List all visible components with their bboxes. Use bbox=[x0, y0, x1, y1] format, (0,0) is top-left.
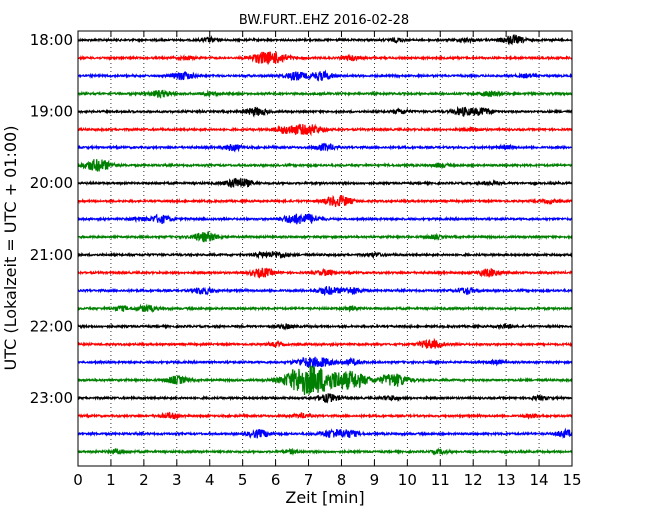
trace-row-9 bbox=[77, 194, 573, 208]
trace-row-4 bbox=[77, 105, 573, 118]
y-tick-label: 21:00 bbox=[30, 246, 73, 264]
x-tick-label: 10 bbox=[398, 471, 417, 489]
x-tick-label: 6 bbox=[271, 471, 281, 489]
chart-title: BW.FURT..EHZ 2016-02-28 bbox=[239, 13, 409, 28]
y-tick-label: 19:00 bbox=[30, 103, 73, 121]
x-tick-label: 15 bbox=[562, 471, 581, 489]
trace-row-21 bbox=[77, 411, 573, 420]
trace-row-22 bbox=[77, 427, 573, 440]
trace-row-15 bbox=[77, 303, 573, 313]
trace-row-13 bbox=[77, 267, 573, 279]
trace-row-2 bbox=[77, 69, 573, 82]
trace-row-3 bbox=[77, 89, 573, 99]
trace-row-11 bbox=[77, 230, 573, 243]
y-tick-label: 20:00 bbox=[30, 174, 73, 192]
y-tick-label: 23:00 bbox=[30, 389, 73, 407]
trace-row-19 bbox=[77, 365, 573, 396]
x-tick-label: 12 bbox=[464, 471, 483, 489]
trace-row-18 bbox=[77, 356, 573, 369]
trace-row-5 bbox=[77, 123, 573, 137]
x-tick-label: 3 bbox=[172, 471, 182, 489]
trace-row-16 bbox=[77, 322, 573, 331]
trace-row-10 bbox=[77, 213, 573, 225]
trace-row-8 bbox=[77, 177, 573, 188]
y-tick-label: 22:00 bbox=[30, 317, 73, 335]
x-tick-label: 13 bbox=[497, 471, 516, 489]
x-axis-label: Zeit [min] bbox=[285, 488, 364, 507]
trace-row-14 bbox=[77, 285, 573, 297]
seismic-traces bbox=[77, 34, 573, 456]
trace-row-20 bbox=[77, 392, 573, 404]
x-tick-label: 14 bbox=[530, 471, 549, 489]
x-tick-label: 7 bbox=[304, 471, 314, 489]
trace-row-6 bbox=[77, 142, 573, 153]
x-tick-label: 11 bbox=[431, 471, 450, 489]
x-tick-label: 8 bbox=[337, 471, 347, 489]
trace-row-23 bbox=[77, 447, 573, 456]
x-tick-label: 1 bbox=[106, 471, 116, 489]
plot-frame bbox=[77, 30, 573, 467]
x-axis-ticks: 0 1 2 3 4 5 6 7 8 9 10 11 12 13 14 15 bbox=[73, 31, 582, 489]
x-tick-label: 5 bbox=[238, 471, 248, 489]
grid-lines bbox=[110, 31, 540, 466]
x-tick-label: 4 bbox=[205, 471, 215, 489]
trace-row-1 bbox=[77, 51, 573, 65]
y-axis-label: UTC (Lokalzeit = UTC + 01:00) bbox=[1, 126, 20, 371]
y-axis-ticks: 18:00 19:00 20:00 21:00 22:00 23:00 bbox=[30, 31, 572, 407]
x-tick-label: 0 bbox=[73, 471, 83, 489]
x-tick-label: 2 bbox=[139, 471, 149, 489]
x-tick-label: 9 bbox=[370, 471, 380, 489]
y-tick-label: 18:00 bbox=[30, 31, 73, 49]
trace-row-7 bbox=[77, 159, 573, 172]
trace-row-12 bbox=[77, 250, 573, 260]
trace-row-0 bbox=[77, 34, 573, 46]
trace-row-17 bbox=[77, 337, 573, 349]
